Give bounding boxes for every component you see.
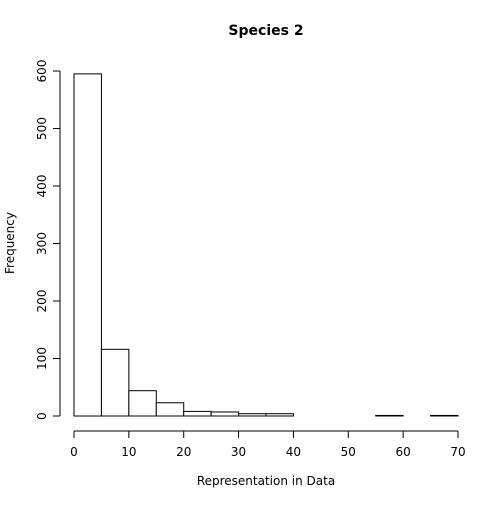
- histogram-bar: [155, 402, 185, 417]
- y-tick-label: 500: [35, 117, 49, 140]
- y-tick-label: 300: [35, 232, 49, 255]
- y-axis: 0 100 200 300 400 500 600: [35, 60, 61, 420]
- y-tick-label: 100: [35, 347, 49, 370]
- histogram-bar: [265, 413, 294, 417]
- chart-title: Species 2: [228, 23, 303, 39]
- x-tick-label: 60: [396, 445, 411, 459]
- x-tick-label: 20: [176, 445, 191, 459]
- histogram-bar: [238, 413, 267, 417]
- x-axis-label: Representation in Data: [197, 474, 335, 488]
- x-tick-label: 70: [450, 445, 465, 459]
- x-axis: 0 10 20 30 40 50 60 70: [70, 430, 466, 459]
- histogram-bar: [183, 410, 212, 417]
- x-tick-label: 30: [231, 445, 246, 459]
- histogram-bar: [73, 73, 102, 417]
- histogram-bars: [73, 73, 459, 417]
- histogram-bar: [100, 348, 130, 417]
- y-tick-label: 600: [35, 60, 49, 83]
- histogram-bar: [375, 414, 404, 417]
- x-tick-label: 40: [286, 445, 301, 459]
- y-tick-label: 200: [35, 290, 49, 313]
- y-tick-label: 400: [35, 175, 49, 198]
- x-tick-label: 10: [121, 445, 136, 459]
- histogram-bar: [210, 411, 240, 417]
- x-tick-label: 50: [341, 445, 356, 459]
- y-axis-label: Frequency: [3, 212, 17, 274]
- x-tick-label: 0: [70, 445, 78, 459]
- y-tick-label: 0: [35, 412, 49, 420]
- histogram-bar: [430, 414, 459, 417]
- histogram-bar: [128, 390, 157, 417]
